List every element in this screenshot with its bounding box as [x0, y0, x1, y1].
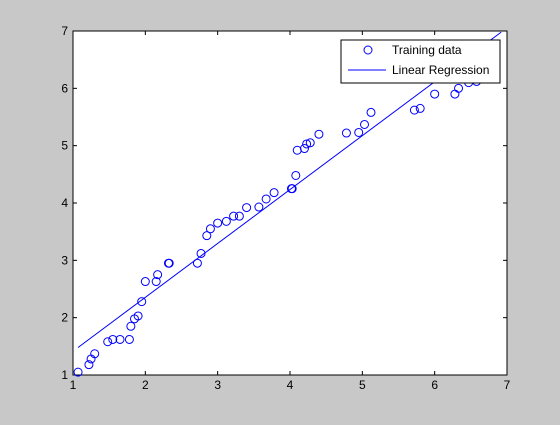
- data-point: [242, 203, 252, 213]
- data-point: [115, 334, 125, 344]
- data-point: [164, 258, 174, 268]
- data-point: [341, 128, 351, 138]
- regression-line: [77, 31, 502, 348]
- data-point: [302, 139, 312, 149]
- data-point: [124, 334, 134, 344]
- y-tick-label: 7: [61, 24, 68, 38]
- y-tick-label: 4: [61, 196, 68, 210]
- data-point: [305, 138, 315, 148]
- y-tick-label: 1: [61, 368, 68, 382]
- data-point: [454, 83, 464, 93]
- data-point: [269, 188, 279, 198]
- y-tick-label: 6: [61, 81, 68, 95]
- data-point: [103, 337, 113, 347]
- data-point: [133, 311, 143, 321]
- data-point: [151, 277, 161, 287]
- data-point: [229, 211, 239, 221]
- legend-label-linear-regression: Linear Regression: [392, 63, 489, 77]
- y-tick-label: 3: [61, 253, 68, 267]
- data-point: [299, 144, 309, 154]
- legend-label-training-data: Training data: [392, 43, 462, 57]
- data-point: [261, 194, 271, 204]
- x-tick-label: 1: [70, 378, 77, 392]
- data-point: [213, 218, 223, 228]
- data-point: [360, 119, 370, 129]
- data-point: [287, 184, 297, 194]
- data-point: [314, 129, 324, 139]
- data-point: [73, 367, 83, 377]
- data-point: [126, 321, 136, 331]
- y-axis: 1 2 3 4 5 6 7: [61, 24, 507, 382]
- data-point: [108, 334, 118, 344]
- data-point: [205, 224, 215, 234]
- data-point: [90, 349, 100, 359]
- x-tick-label: 4: [287, 378, 294, 392]
- data-point: [84, 360, 94, 370]
- x-tick-label: 3: [214, 378, 221, 392]
- legend-box: [340, 39, 501, 84]
- data-point: [137, 297, 147, 307]
- x-tick-label: 2: [142, 378, 149, 392]
- data-point: [254, 202, 264, 212]
- data-point: [202, 231, 212, 241]
- data-point: [430, 89, 440, 99]
- data-point: [409, 105, 419, 115]
- training-data-points: [73, 76, 482, 377]
- legend: Training data Linear Regression: [340, 39, 501, 84]
- data-point: [366, 107, 376, 117]
- data-point: [291, 170, 301, 180]
- data-point: [234, 211, 244, 221]
- x-tick-label: 6: [431, 378, 438, 392]
- x-axis: 1 2 3 4 5 6 7: [70, 31, 511, 392]
- data-point: [196, 248, 206, 258]
- data-point: [140, 277, 150, 287]
- x-tick-label: 5: [359, 378, 366, 392]
- data-point: [153, 270, 163, 280]
- plot-area: [72, 30, 508, 376]
- data-point: [415, 103, 425, 113]
- x-tick-label: 7: [504, 378, 511, 392]
- data-point: [192, 258, 202, 268]
- regression-line-group: [77, 31, 502, 348]
- y-tick-label: 5: [61, 139, 68, 153]
- data-point: [221, 216, 231, 226]
- y-tick-label: 2: [61, 311, 68, 325]
- data-point: [354, 127, 364, 137]
- legend-marker-training-data: [363, 45, 373, 55]
